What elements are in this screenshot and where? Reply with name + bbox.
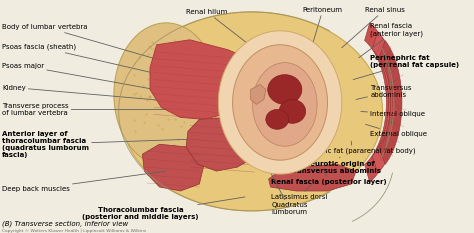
Text: (B) Transverse section, inferior view: (B) Transverse section, inferior view [2,220,128,227]
Text: Aponeurotic origin of
transversus abdominis: Aponeurotic origin of transversus abdomi… [290,157,381,174]
Text: Perinephric fat
(perirenal fat capsule): Perinephric fat (perirenal fat capsule) [353,55,459,80]
Text: External oblique: External oblique [365,124,427,137]
Polygon shape [233,45,328,160]
Ellipse shape [268,75,302,104]
Polygon shape [365,23,398,182]
Text: Renal sinus: Renal sinus [342,7,404,48]
Text: Quadratus
lumborum: Quadratus lumborum [261,154,308,215]
Polygon shape [142,144,204,191]
Text: Copyright © Wolters Kluwer Health | Lippincott Williams & Wilkins: Copyright © Wolters Kluwer Health | Lipp… [2,229,146,233]
Ellipse shape [279,99,306,123]
Text: Latissimus dorsi: Latissimus dorsi [271,183,327,200]
Polygon shape [120,12,383,211]
Text: Anterior layer of
thoracolumbar fascia
(quadratus lumborum
fascia): Anterior layer of thoracolumbar fascia (… [2,131,190,158]
Text: Transversus
abdominis: Transversus abdominis [356,85,412,99]
Text: Paranephric fat (pararenal fat body): Paranephric fat (pararenal fat body) [290,141,415,154]
Text: Renal fascia
(anterior layer): Renal fascia (anterior layer) [359,23,423,58]
Polygon shape [186,117,258,171]
Text: Kidney: Kidney [2,85,243,107]
Text: Psoas major: Psoas major [2,63,182,95]
Polygon shape [379,41,402,164]
Polygon shape [253,63,317,146]
Polygon shape [251,85,266,104]
Polygon shape [209,80,228,110]
Text: Renal hilum: Renal hilum [186,9,258,52]
Text: Transverse process
of lumbar vertebra: Transverse process of lumbar vertebra [2,103,207,116]
Polygon shape [219,31,342,174]
Text: Peritoneum: Peritoneum [303,7,343,42]
Text: Deep back muscles: Deep back muscles [2,171,166,192]
Polygon shape [269,164,356,191]
Polygon shape [150,40,264,119]
Text: Renal fascia (posterior layer): Renal fascia (posterior layer) [271,171,386,185]
Polygon shape [114,23,219,166]
Text: Body of lumbar vertebra: Body of lumbar vertebra [2,24,176,65]
Text: Psoas fascia (sheath): Psoas fascia (sheath) [2,44,182,80]
Polygon shape [372,32,400,173]
Text: Thoracolumbar fascia
(posterior and middle layers): Thoracolumbar fascia (posterior and midd… [82,197,245,220]
Text: Internal oblique: Internal oblique [361,111,425,117]
Ellipse shape [266,110,289,129]
